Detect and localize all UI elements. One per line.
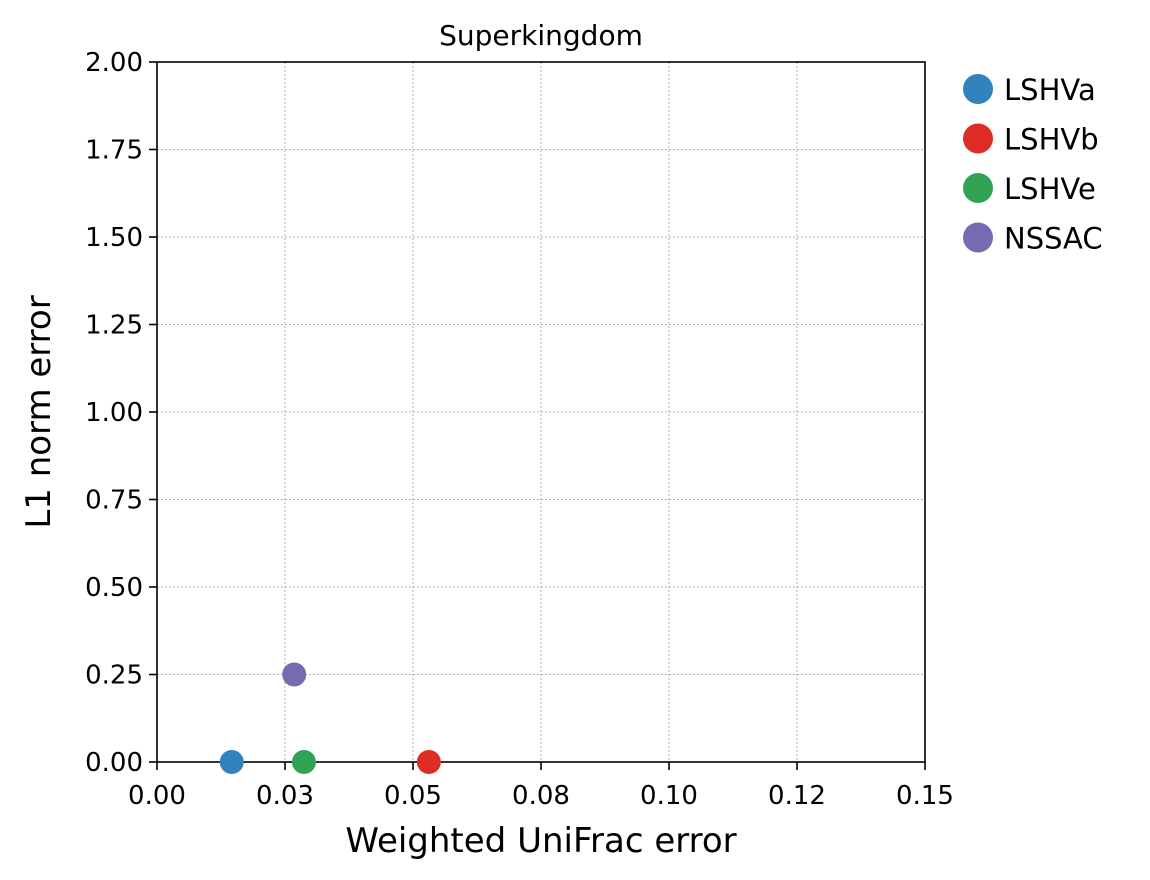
y-tick-label: 2.00	[85, 48, 143, 78]
data-point-lshve	[291, 750, 316, 774]
y-tick-label: 1.25	[85, 311, 143, 341]
legend-marker	[963, 123, 993, 154]
legend-marker	[963, 173, 993, 203]
legend: LSHVa LSHVb LSHVe NSSAC	[963, 73, 1103, 256]
legend-item-nssac: NSSAC	[963, 222, 1103, 256]
y-tick-label: 1.00	[85, 398, 143, 428]
legend-item-lshva: LSHVa	[963, 73, 1096, 107]
legend-label: LSHVe	[1004, 172, 1096, 206]
x-tick-label: 0.10	[640, 781, 698, 811]
x-tick-label: 0.00	[128, 781, 186, 811]
legend-label: LSHVb	[1004, 123, 1099, 157]
legend-label: LSHVa	[1004, 73, 1096, 107]
y-axis-label: L1 norm error	[19, 295, 59, 528]
x-tick-label: 0.12	[768, 781, 826, 811]
y-tick-label: 0.00	[85, 748, 143, 778]
data-point-lshva	[219, 750, 244, 774]
chart-title: Superkingdom	[439, 19, 643, 52]
legend-item-lshve: LSHVe	[963, 172, 1096, 206]
y-tick-label: 0.50	[85, 573, 143, 603]
y-tick-label: 1.75	[85, 136, 143, 166]
legend-marker	[963, 222, 993, 253]
x-tick-label: 0.15	[896, 781, 954, 811]
x-tick-label: 0.03	[256, 781, 314, 811]
data-points	[219, 662, 441, 774]
x-axis: 0.00 0.03 0.05 0.08 0.10 0.12 0.15	[128, 762, 954, 811]
x-tick-label: 0.05	[384, 781, 442, 811]
y-tick-label: 1.50	[85, 223, 143, 253]
legend-label: NSSAC	[1004, 222, 1103, 256]
legend-item-lshvb: LSHVb	[963, 123, 1099, 157]
data-point-lshvb	[416, 750, 441, 774]
grid	[156, 61, 926, 763]
legend-marker	[963, 74, 993, 104]
data-point-nssac	[282, 662, 307, 687]
y-tick-label: 0.75	[85, 486, 143, 516]
y-axis: 0.00 0.25 0.50 0.75 1.00 1.25 1.50 1.75 2.00	[85, 48, 157, 778]
x-tick-label: 0.08	[512, 781, 570, 811]
y-tick-label: 0.25	[85, 661, 143, 691]
x-axis-label: Weighted UniFrac error	[345, 821, 736, 861]
